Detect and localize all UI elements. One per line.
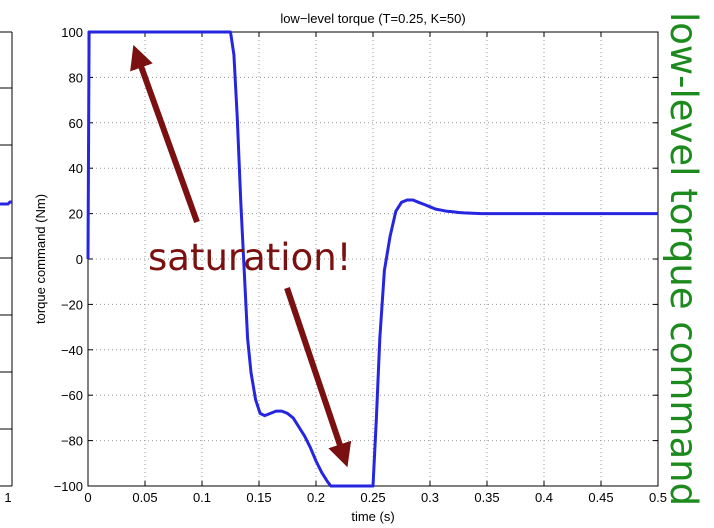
x-tick-label: 0.35 bbox=[474, 490, 499, 505]
y-axis-label: torque command (Nm) bbox=[33, 194, 48, 324]
y-tick-label: −100 bbox=[54, 479, 83, 494]
x-tick-label: 0.15 bbox=[246, 490, 271, 505]
y-tick-label: −80 bbox=[61, 434, 83, 449]
side-title: low-level torque command bbox=[662, 12, 705, 506]
x-tick-label: 0.05 bbox=[132, 490, 157, 505]
x-tick-label: 0.5 bbox=[649, 490, 667, 505]
y-tick-label: 100 bbox=[61, 25, 83, 40]
y-axis-ticks: −100 −80 −60 −40 −20 0 20 40 60 80 100 bbox=[54, 25, 658, 494]
x-tick-label: 0.25 bbox=[360, 490, 385, 505]
grid bbox=[88, 32, 658, 486]
y-tick-label: 20 bbox=[69, 207, 83, 222]
y-tick-label: 60 bbox=[69, 116, 83, 131]
y-tick-label: −40 bbox=[61, 343, 83, 358]
y-tick-label: −60 bbox=[61, 388, 83, 403]
x-axis-ticks: 0 0.05 0.1 0.15 0.2 0.25 0.3 0.35 0.4 0.45 0.5 bbox=[84, 32, 667, 505]
annotation-arrow-lower bbox=[284, 287, 352, 468]
y-tick-label: −20 bbox=[61, 297, 83, 312]
y-tick-label: 0 bbox=[76, 252, 83, 267]
x-tick-label: 0.4 bbox=[535, 490, 553, 505]
x-tick-label: 0.3 bbox=[421, 490, 439, 505]
x-tick-label: 0.2 bbox=[307, 490, 325, 505]
series-line bbox=[86, 30, 658, 488]
y-tick-label: 80 bbox=[69, 70, 83, 85]
x-tick-label: 0.1 bbox=[193, 490, 211, 505]
annotation-arrow-upper bbox=[130, 44, 200, 224]
left-panel-stub: 1 bbox=[0, 31, 13, 505]
x-tick-label: 0 bbox=[84, 490, 91, 505]
left-stub-tick-label: 1 bbox=[4, 490, 11, 505]
chart-title: low−level torque (T=0.25, K=50) bbox=[280, 11, 465, 26]
x-axis-label: time (s) bbox=[351, 509, 394, 524]
y-tick-label: 40 bbox=[69, 161, 83, 176]
x-tick-label: 0.45 bbox=[588, 490, 613, 505]
saturation-annotation: saturation! bbox=[148, 236, 352, 279]
